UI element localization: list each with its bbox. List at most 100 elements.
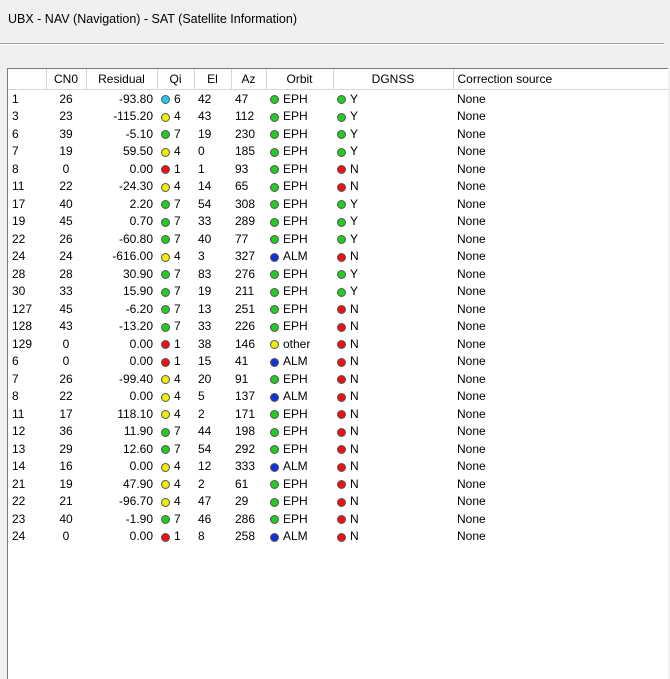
cell-dgnss: Y — [333, 108, 453, 126]
cell-correction-source: None — [457, 406, 486, 421]
cell-id: 17 — [12, 196, 26, 211]
qi-value: 7 — [174, 231, 181, 246]
table-row[interactable]: 129 0 0.00 1 38 146 other N None — [8, 335, 668, 353]
table-row[interactable]: 30 33 15.90 7 19 211 EPH Y None — [8, 283, 668, 301]
cell-el: 13 — [198, 301, 212, 316]
cell-dgnss: N — [333, 458, 453, 476]
orbit-status-dot-icon — [270, 200, 279, 210]
cell-orbit: EPH — [266, 143, 333, 161]
cell-residual: 30.90 — [122, 266, 153, 281]
table-row[interactable]: 6 0 0.00 1 15 41 ALM N None — [8, 353, 668, 371]
dgnss-value: N — [350, 319, 359, 334]
dgnss-status-dot-icon — [337, 130, 346, 140]
cell-dgnss: N — [333, 528, 453, 546]
orbit-value: EPH — [283, 214, 308, 229]
satellite-list[interactable]: CN0 Residual Qi El Az Orbit DGNSS Correc… — [7, 68, 668, 679]
cell-cn0: 0 — [62, 161, 70, 176]
cell-el: 83 — [198, 266, 212, 281]
table-row[interactable]: 22 26 -60.80 7 40 77 EPH Y None — [8, 230, 668, 248]
cell-qi: 1 — [157, 160, 194, 178]
qi-value: 4 — [174, 459, 181, 474]
table-row[interactable]: 23 40 -1.90 7 46 286 EPH N None — [8, 510, 668, 528]
table-row[interactable]: 28 28 30.90 7 83 276 EPH Y None — [8, 265, 668, 283]
dgnss-value: N — [350, 459, 359, 474]
cell-correction-source: None — [457, 441, 486, 456]
column-header-id[interactable] — [8, 69, 47, 90]
cell-el: 15 — [198, 354, 212, 369]
table-row[interactable]: 24 24 -616.00 4 3 327 ALM N None — [8, 248, 668, 266]
cell-el: 44 — [198, 424, 212, 439]
column-header-qi[interactable]: Qi — [157, 69, 195, 90]
cell-dgnss: Y — [333, 213, 453, 231]
cell-id: 11 — [12, 179, 25, 194]
table-row[interactable]: 14 16 0.00 4 12 333 ALM N None — [8, 458, 668, 476]
dgnss-status-dot-icon — [337, 217, 346, 227]
cell-az: 251 — [235, 301, 256, 316]
table-row[interactable]: 128 43 -13.20 7 33 226 EPH N None — [8, 318, 668, 336]
cell-correction-source: None — [457, 179, 486, 194]
qi-value: 7 — [174, 214, 181, 229]
qi-status-dot-icon — [161, 217, 170, 227]
dgnss-status-dot-icon — [337, 532, 346, 542]
qi-value: 1 — [174, 336, 181, 351]
cell-qi: 4 — [157, 248, 194, 266]
orbit-value: EPH — [283, 91, 308, 106]
dgnss-status-dot-icon — [337, 515, 346, 525]
table-row[interactable]: 127 45 -6.20 7 13 251 EPH N None — [8, 300, 668, 318]
column-header-cn0[interactable]: CN0 — [46, 69, 87, 90]
cell-orbit: EPH — [266, 108, 333, 126]
column-header-correction-source[interactable]: Correction source — [453, 69, 668, 90]
table-row[interactable]: 8 0 0.00 1 1 93 EPH N None — [8, 160, 668, 178]
table-row[interactable]: 17 40 2.20 7 54 308 EPH Y None — [8, 195, 668, 213]
cell-qi: 7 — [157, 318, 194, 336]
cell-cn0: 19 — [59, 476, 73, 491]
column-header-dgnss[interactable]: DGNSS — [333, 69, 454, 90]
cell-qi: 4 — [157, 475, 194, 493]
table-row[interactable]: 8 22 0.00 4 5 137 ALM N None — [8, 388, 668, 406]
orbit-value: EPH — [283, 266, 308, 281]
column-header-orbit[interactable]: Orbit — [266, 69, 334, 90]
column-header-el[interactable]: El — [194, 69, 232, 90]
column-header-residual[interactable]: Residual — [86, 69, 158, 90]
cell-cn0: 16 — [59, 459, 73, 474]
cell-el: 2 — [198, 406, 205, 421]
cell-correction-source: None — [457, 424, 486, 439]
table-row[interactable]: 7 19 59.50 4 0 185 EPH Y None — [8, 143, 668, 161]
table-row[interactable]: 22 21 -96.70 4 47 29 EPH N None — [8, 493, 668, 511]
cell-residual: 15.90 — [122, 284, 153, 299]
cell-residual: -616.00 — [112, 249, 153, 264]
qi-status-dot-icon — [161, 410, 170, 420]
orbit-status-dot-icon — [270, 375, 279, 385]
cell-residual: -99.40 — [118, 371, 153, 386]
cell-dgnss: Y — [333, 143, 453, 161]
dgnss-status-dot-icon — [337, 392, 346, 402]
cell-cn0: 33 — [59, 284, 73, 299]
cell-cn0: 29 — [59, 441, 73, 456]
cell-el: 54 — [198, 196, 212, 211]
cell-cn0: 26 — [59, 91, 73, 106]
table-row[interactable]: 1 26 -93.80 6 42 47 EPH Y None — [8, 90, 668, 108]
table-row[interactable]: 21 19 47.90 4 2 61 EPH N None — [8, 475, 668, 493]
cell-correction-source: None — [457, 354, 486, 369]
cell-el: 20 — [198, 371, 212, 386]
table-row[interactable]: 11 22 -24.30 4 14 65 EPH N None — [8, 178, 668, 196]
cell-residual: 47.90 — [122, 476, 153, 491]
cell-az: 292 — [235, 441, 256, 456]
cell-az: 171 — [235, 406, 256, 421]
table-row[interactable]: 19 45 0.70 7 33 289 EPH Y None — [8, 213, 668, 231]
dgnss-value: N — [350, 249, 359, 264]
cell-correction-source: None — [457, 529, 486, 544]
table-row[interactable]: 3 23 -115.20 4 43 112 EPH Y None — [8, 108, 668, 126]
cell-el: 19 — [198, 284, 212, 299]
cell-cn0: 17 — [59, 406, 73, 421]
table-row[interactable]: 12 36 11.90 7 44 198 EPH N None — [8, 423, 668, 441]
table-row[interactable]: 13 29 12.60 7 54 292 EPH N None — [8, 440, 668, 458]
cell-orbit: EPH — [266, 318, 333, 336]
table-row[interactable]: 6 39 -5.10 7 19 230 EPH Y None — [8, 125, 668, 143]
cell-az: 198 — [235, 424, 256, 439]
qi-value: 7 — [174, 126, 181, 141]
table-row[interactable]: 24 0 0.00 1 8 258 ALM N None — [8, 528, 668, 546]
table-row[interactable]: 7 26 -99.40 4 20 91 EPH N None — [8, 370, 668, 388]
table-row[interactable]: 11 17 118.10 4 2 171 EPH N None — [8, 405, 668, 423]
column-header-az[interactable]: Az — [231, 69, 267, 90]
